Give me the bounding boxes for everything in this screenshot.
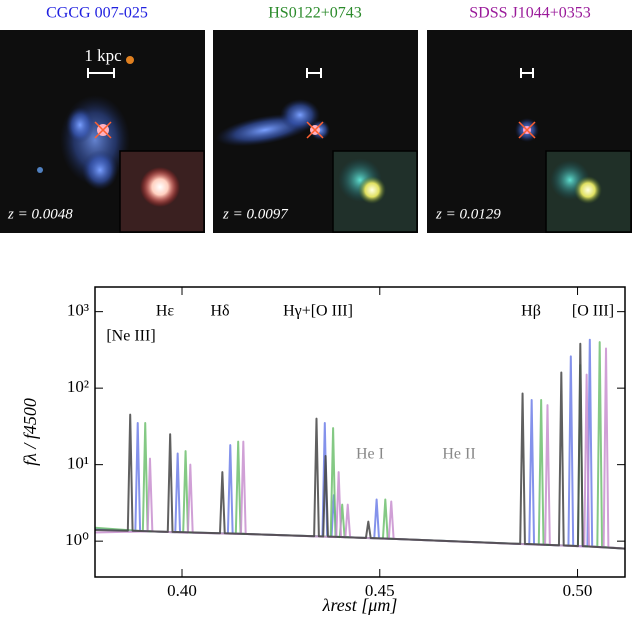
y-tick-label: 10²	[67, 377, 89, 396]
plot-frame	[94, 286, 626, 578]
spectrum-plot: 0.40 0.45 0.50 10⁰ 10¹ 10² 10³ Hε Hδ Hγ+[O III] Hβ…	[65, 286, 626, 600]
x-tick-label: 0.40	[167, 581, 197, 600]
spectrum-line	[94, 347, 626, 550]
panel-title: SDSS J1044+0353	[469, 5, 591, 22]
y-tick-label: 10³	[67, 301, 89, 320]
redshift-label: z = 0.0097	[222, 206, 289, 222]
image-panel	[427, 30, 632, 233]
scale-label: 1 kpc	[84, 46, 122, 65]
panel-title: CGCG 007-025	[46, 5, 148, 22]
line-label: Hε	[156, 303, 175, 320]
y-tick-label: 10⁰	[65, 530, 89, 549]
x-tick-label: 0.45	[365, 581, 395, 600]
panel-title: HS0122+0743	[268, 5, 361, 22]
image-panel	[0, 30, 205, 233]
line-label: He I	[356, 446, 384, 463]
y-tick-label: 10¹	[67, 454, 89, 473]
x-tick-label: 0.50	[563, 581, 593, 600]
image-panel	[213, 30, 418, 233]
y-axis-label: fλ / f4500	[20, 398, 40, 466]
line-label: [Ne III]	[106, 328, 155, 345]
redshift-label: z = 0.0129	[435, 206, 501, 222]
x-axis-label: λrest [μm]	[322, 595, 398, 615]
line-label: Hγ+[O III]	[283, 303, 353, 320]
line-label: [O III]	[572, 303, 614, 320]
spectrum-line	[94, 342, 626, 550]
line-label: Hδ	[210, 303, 229, 320]
line-label: He II	[442, 446, 475, 463]
redshift-label: z = 0.0048	[7, 206, 73, 222]
line-label: Hβ	[521, 303, 541, 320]
